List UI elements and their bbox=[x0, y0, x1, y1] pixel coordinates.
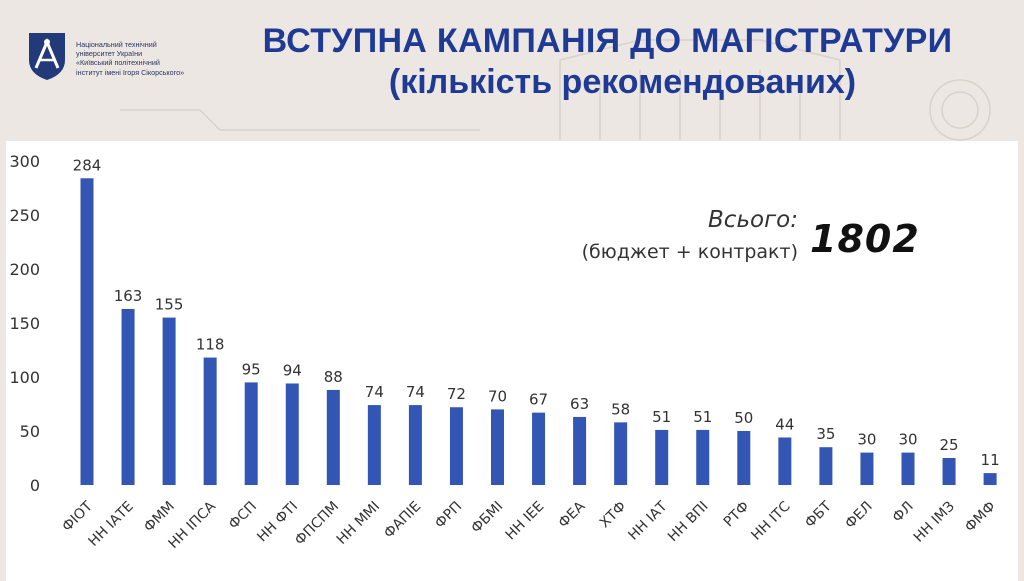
data-label: 30 bbox=[857, 431, 876, 449]
x-tick-label: ФБТ bbox=[802, 498, 835, 531]
bar bbox=[983, 473, 997, 485]
x-tick-label: ФРП bbox=[432, 499, 465, 532]
x-tick-label: ФММ bbox=[141, 499, 178, 536]
data-label: 25 bbox=[940, 436, 959, 454]
y-tick-label: 0 bbox=[30, 476, 40, 495]
total-label: Всього: bbox=[708, 207, 798, 233]
bar bbox=[532, 412, 546, 485]
bar bbox=[942, 458, 956, 485]
x-tick-label: РТФ bbox=[721, 499, 753, 531]
logo-line-2: університет України bbox=[76, 49, 143, 59]
x-tick-label: ФІОТ bbox=[59, 498, 96, 535]
y-tick-label: 100 bbox=[9, 368, 40, 387]
x-tick-label: ФСП bbox=[226, 499, 260, 533]
x-tick-label: НН ІЕЕ bbox=[503, 499, 548, 544]
y-tick-label: 50 bbox=[20, 422, 40, 441]
bar bbox=[449, 407, 463, 485]
x-tick-label: НН ВПІ bbox=[665, 499, 712, 546]
x-tick-label: НН ІМЗ bbox=[911, 499, 958, 546]
data-label: 284 bbox=[73, 156, 102, 174]
data-label: 11 bbox=[981, 451, 1000, 469]
bar bbox=[285, 383, 299, 485]
x-tick-label: НН ІАТ bbox=[625, 498, 670, 543]
total-value: 1802 bbox=[810, 217, 920, 261]
page-title: ВСТУПНА КАМПАНІЯ ДО МАГІСТРАТУРИ bbox=[262, 22, 953, 60]
bar bbox=[614, 422, 628, 485]
bar-chart: 0 50 100 150 200 250 300 284 ФІОТ 163 НН ІАТЕ 155 ФМ… bbox=[9, 152, 1000, 552]
x-tick-label: НН ІТС bbox=[748, 498, 793, 543]
bar bbox=[326, 389, 340, 485]
x-tick-label: ФЕА bbox=[556, 498, 589, 531]
bar bbox=[860, 452, 874, 485]
logo-line-3: «Київський політехнічний bbox=[76, 58, 160, 68]
data-label: 51 bbox=[652, 408, 671, 426]
data-label: 74 bbox=[365, 383, 384, 401]
data-label: 155 bbox=[155, 296, 184, 314]
bar bbox=[203, 357, 217, 485]
y-tick-label: 150 bbox=[9, 314, 40, 333]
data-label: 163 bbox=[114, 287, 143, 305]
bar bbox=[573, 416, 587, 485]
bar bbox=[778, 437, 792, 485]
logo-line-4: інститут імені Ігоря Сікорського» bbox=[76, 67, 185, 77]
data-label: 74 bbox=[406, 383, 425, 401]
x-tick-label: ХТФ bbox=[597, 499, 630, 532]
y-tick-label: 200 bbox=[9, 260, 40, 279]
bar bbox=[901, 452, 915, 485]
x-tick-label: ФМФ bbox=[962, 499, 999, 536]
data-label: 94 bbox=[283, 361, 302, 379]
bar bbox=[491, 409, 504, 485]
data-label: 50 bbox=[734, 409, 753, 427]
data-label: 63 bbox=[570, 395, 589, 413]
bar bbox=[737, 431, 751, 485]
bar bbox=[121, 308, 135, 485]
bar bbox=[819, 447, 833, 485]
x-tick-label: ФЕЛ bbox=[842, 499, 876, 533]
bar bbox=[408, 405, 422, 485]
university-logo: Національний технічний університет Украї… bbox=[26, 30, 184, 82]
bar bbox=[696, 429, 710, 485]
y-tick-label: 250 bbox=[9, 206, 40, 225]
data-label: 30 bbox=[898, 431, 917, 449]
total-summary: Всього: (бюджет + контракт) 1802 bbox=[566, 207, 926, 272]
x-tick-label: НН ММІ bbox=[334, 499, 383, 548]
bar bbox=[367, 405, 381, 485]
bar bbox=[80, 178, 94, 485]
logo-line-1: Національний технічний bbox=[76, 40, 157, 49]
chart-panel: 0 50 100 150 200 250 300 284 ФІОТ 163 НН ІАТЕ 155 ФМ… bbox=[6, 141, 1018, 581]
data-label: 88 bbox=[324, 368, 343, 386]
x-tick-label: ФЛ bbox=[890, 499, 917, 526]
bar bbox=[655, 429, 669, 485]
bar bbox=[162, 317, 176, 485]
y-tick-label: 300 bbox=[9, 152, 40, 171]
data-label: 72 bbox=[447, 385, 466, 403]
x-tick-label: ФБМІ bbox=[468, 499, 506, 537]
data-label: 67 bbox=[529, 391, 548, 409]
page-subtitle: (кількість рекомендованих) bbox=[388, 63, 857, 101]
bar bbox=[244, 382, 258, 485]
total-sublabel: (бюджет + контракт) bbox=[581, 241, 798, 263]
data-label: 35 bbox=[816, 425, 835, 443]
x-tick-label: ФПСПМ bbox=[292, 499, 342, 549]
data-label: 51 bbox=[693, 408, 712, 426]
data-label: 95 bbox=[242, 360, 261, 378]
x-tick-label: НН ІАТЕ bbox=[86, 499, 137, 550]
data-label: 118 bbox=[196, 336, 225, 354]
kpi-shield-icon bbox=[29, 33, 65, 80]
data-label: 70 bbox=[488, 387, 507, 405]
data-label: 58 bbox=[611, 400, 630, 418]
x-tick-label: ФАПІЕ bbox=[381, 499, 424, 542]
data-label: 44 bbox=[775, 415, 794, 433]
